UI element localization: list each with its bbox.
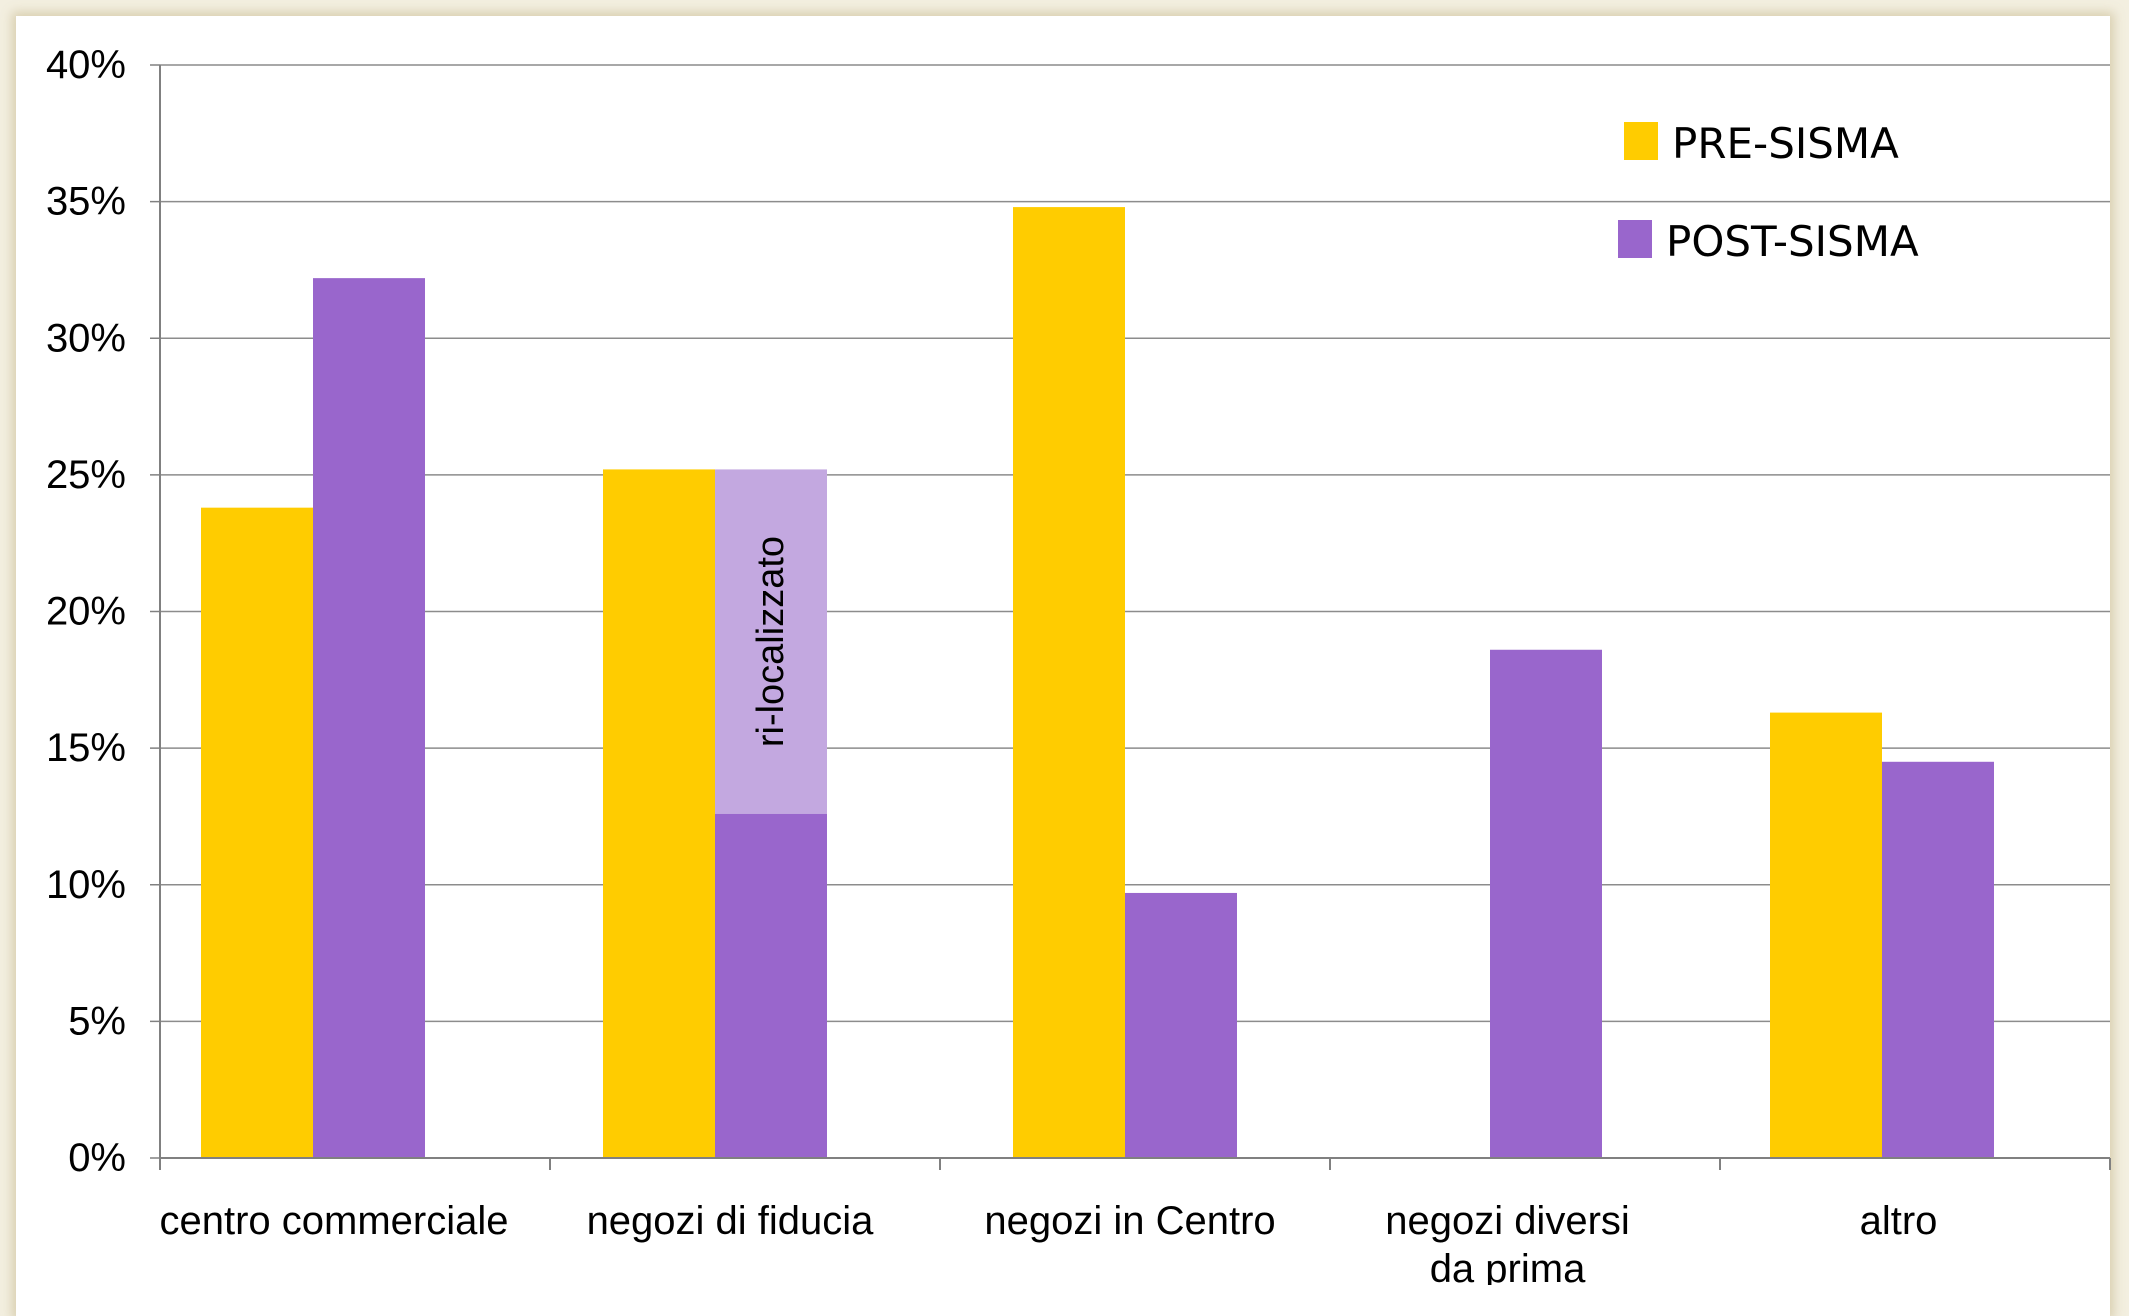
bar-pre-sisma-4 — [1770, 712, 1882, 1158]
bar-pre-sisma-2 — [1013, 207, 1125, 1159]
bar-pre-sisma-0 — [201, 507, 313, 1158]
y-tick-label: 35% — [46, 180, 126, 224]
x-tick-label: negozi in Centro — [984, 1199, 1275, 1243]
y-tick-label: 0% — [68, 1136, 126, 1180]
x-tick-labels: centro commerciale negozi di fiducia negoz… — [159, 1199, 1937, 1285]
x-tick-label: centro commerciale — [159, 1199, 508, 1243]
y-tick-labels: 0% 5% 10% 15% 20% 25% 30% 35% 40% — [46, 43, 126, 1180]
bar-series: ri-localizzato — [201, 207, 1994, 1159]
gridlines — [160, 64, 2110, 1023]
y-tick-label: 20% — [46, 590, 126, 634]
x-tick-label: negozi diversi — [1385, 1199, 1630, 1243]
bar-post-sisma-3 — [1490, 649, 1602, 1158]
y-tick-label: 15% — [46, 726, 126, 770]
bar-chart: ri-localizzato 0% 5% 10% 15% 20% 25% 30% 35% 40%… — [46, 43, 2111, 1285]
axes — [150, 64, 2111, 1170]
bar-post-sisma-4 — [1882, 761, 1994, 1158]
bar-post-sisma-0 — [313, 278, 425, 1158]
y-tick-label: 5% — [68, 999, 126, 1043]
bar-annotation-segment — [715, 469, 827, 814]
chart-frame: ri-localizzato 0% 5% 10% 15% 20% 25% 30% 35% 40%… — [16, 16, 2111, 1316]
y-tick-label: 40% — [46, 43, 126, 87]
x-tick-label: altro — [1860, 1199, 1938, 1243]
y-tick-label: 10% — [46, 863, 126, 907]
y-tick-label: 30% — [46, 316, 126, 360]
legend-swatch-post-sisma — [1618, 220, 1652, 258]
y-tick-label: 25% — [46, 453, 126, 497]
bar-annotation-label: ri-localizzato — [750, 536, 792, 747]
legend-label-pre-sisma: PRE-SISMA — [1672, 119, 1899, 168]
bar-post-sisma-1 — [715, 813, 827, 1158]
legend: PRE-SISMA POST-SISMA — [1618, 119, 1919, 266]
bar-post-sisma-2 — [1125, 892, 1237, 1158]
x-tick-label: negozi di fiducia — [587, 1199, 875, 1243]
bar-pre-sisma-1 — [603, 469, 715, 1158]
legend-label-post-sisma: POST-SISMA — [1666, 217, 1919, 266]
legend-swatch-pre-sisma — [1624, 122, 1658, 160]
x-tick-label: da prima — [1430, 1247, 1586, 1285]
